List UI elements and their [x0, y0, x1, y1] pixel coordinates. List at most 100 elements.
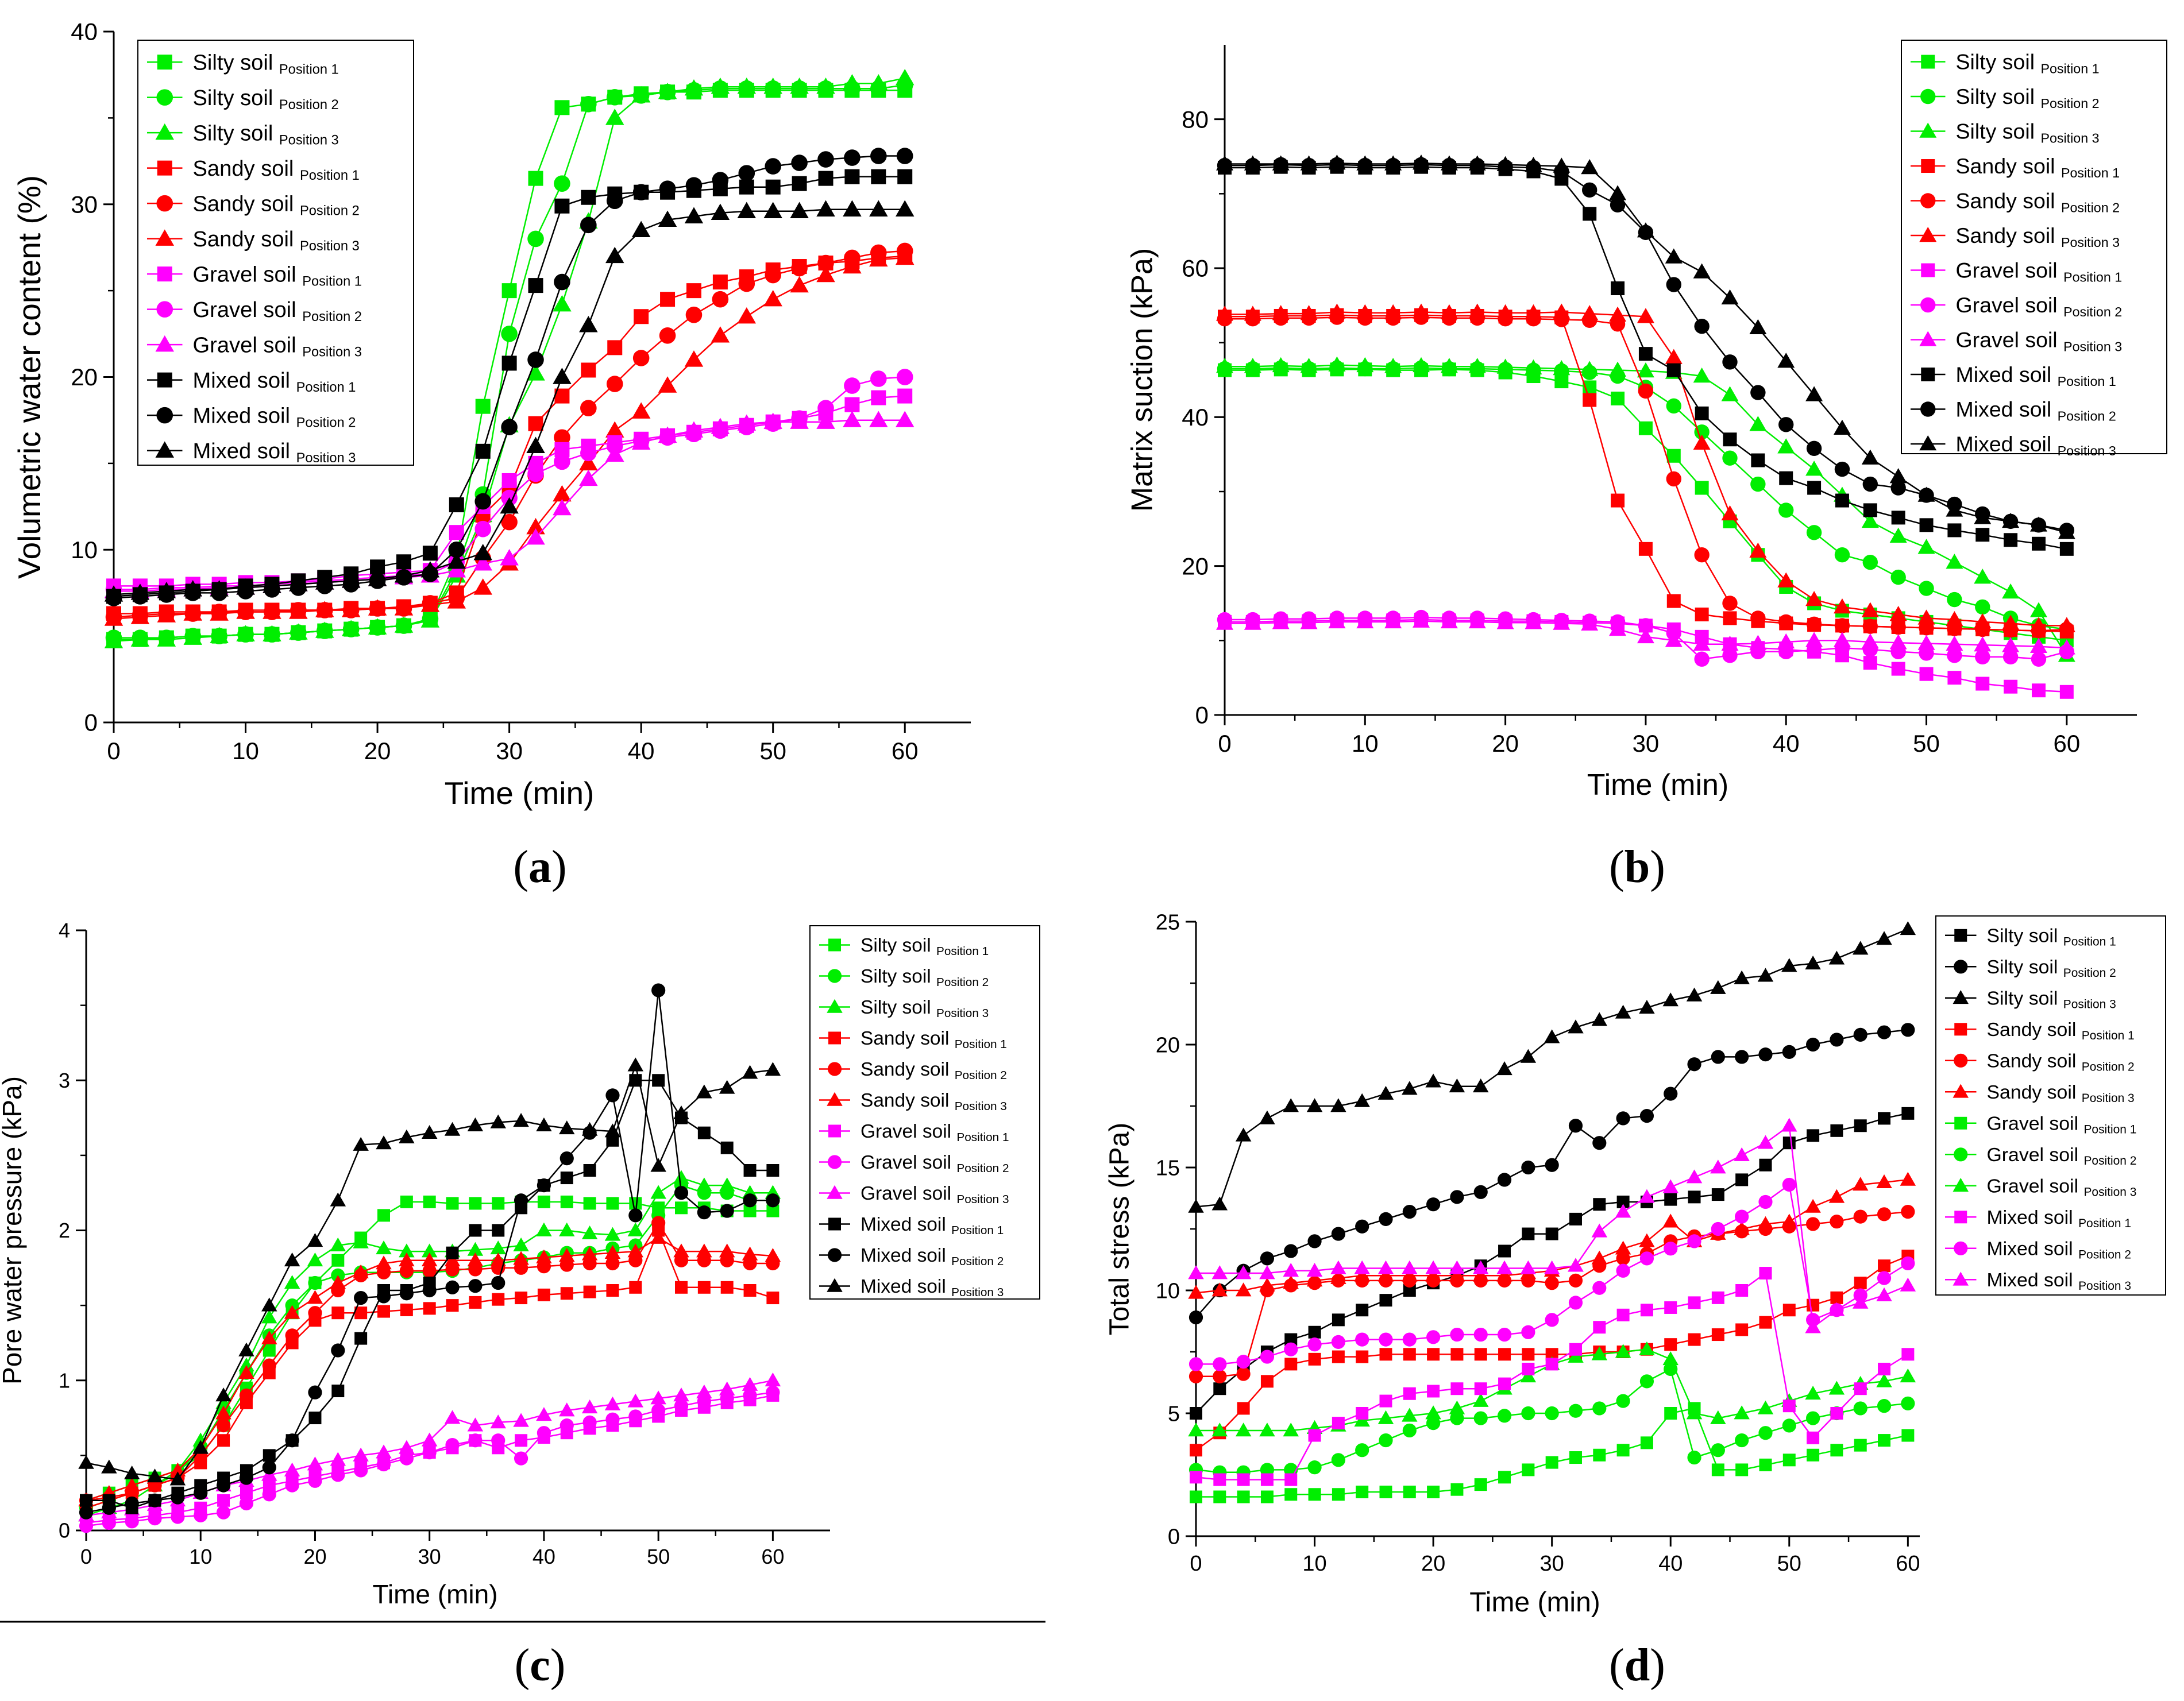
legend-box	[809, 925, 1040, 1300]
data-point	[1687, 1057, 1701, 1072]
data-point	[527, 465, 544, 482]
data-point	[399, 1286, 414, 1301]
data-point	[78, 1455, 94, 1469]
data-point	[1307, 1337, 1322, 1352]
data-point	[844, 149, 861, 166]
data-point	[239, 1471, 254, 1485]
data-point	[422, 1263, 437, 1278]
data-point	[1568, 1404, 1583, 1418]
data-point	[1283, 1263, 1299, 1277]
data-point	[1835, 493, 1849, 508]
data-point	[1759, 1158, 1772, 1172]
data-point	[261, 1309, 277, 1324]
data-point	[554, 100, 570, 115]
data-point	[1662, 1351, 1678, 1366]
data-point	[1833, 598, 1851, 614]
data-point	[685, 177, 703, 194]
data-point	[1735, 1284, 1749, 1297]
y-axis-label: Pore water pressure (kPa)	[0, 1076, 27, 1385]
legend-label: Mixed soil Position 2	[193, 403, 356, 430]
data-point	[353, 1234, 369, 1248]
data-point	[217, 1494, 230, 1507]
data-point	[580, 444, 597, 462]
legend-label: Sandy soil Position 2	[193, 191, 360, 218]
legend-marker	[827, 969, 842, 983]
data-point	[1805, 1199, 1821, 1213]
data-point	[285, 1478, 299, 1493]
data-point	[696, 1243, 712, 1258]
data-point	[1450, 1348, 1464, 1361]
data-point	[1568, 1296, 1583, 1310]
data-point	[673, 1105, 689, 1120]
series-12	[78, 1057, 781, 1486]
x-axis-label: Time (min)	[372, 1579, 497, 1609]
data-point	[1853, 1401, 1867, 1416]
data-point	[1807, 1129, 1820, 1142]
data-point	[148, 1493, 162, 1507]
data-point	[1609, 185, 1627, 200]
legend-marker	[827, 1278, 843, 1292]
data-point	[895, 68, 914, 86]
data-point	[1568, 1273, 1583, 1288]
data-point	[1637, 308, 1654, 323]
data-point	[492, 1224, 505, 1237]
data-point	[377, 1305, 390, 1318]
data-point	[2002, 649, 2019, 665]
data-point	[1777, 633, 1795, 649]
data-point	[1190, 1407, 1202, 1420]
data-point	[686, 283, 701, 299]
data-point	[674, 1186, 689, 1200]
legend-position: Position 2	[936, 976, 989, 989]
data-point	[1974, 569, 1992, 584]
data-point	[420, 611, 440, 628]
data-point	[1722, 648, 1738, 663]
data-point	[526, 528, 545, 545]
data-point	[650, 1230, 666, 1244]
data-point	[1782, 1418, 1796, 1433]
data-point	[1805, 1386, 1821, 1400]
data-point	[1356, 1407, 1369, 1420]
data-point	[627, 1243, 644, 1258]
data-point	[790, 77, 809, 94]
data-point	[1450, 1483, 1464, 1496]
data-point	[1569, 1212, 1582, 1226]
data-point	[650, 1390, 666, 1405]
data-point	[1593, 1448, 1606, 1462]
legend-label: Mixed soil Position 3	[193, 439, 356, 466]
data-point	[1917, 635, 1935, 650]
data-point	[1778, 417, 1794, 432]
data-point	[1854, 1277, 1867, 1290]
data-point	[1889, 634, 1907, 650]
data-point	[1272, 357, 1290, 373]
legend-soil-name: Mixed soil	[861, 1214, 951, 1235]
data-point	[2002, 512, 2020, 528]
data-point	[1331, 1453, 1345, 1467]
data-point	[743, 1204, 757, 1217]
data-point	[605, 109, 624, 125]
data-point	[1946, 611, 1963, 627]
legend-label: Gravel soil Position 2	[1956, 293, 2123, 319]
legend-marker	[156, 89, 173, 106]
data-point	[1525, 359, 1542, 375]
legend-soil-name: Sandy soil	[861, 1090, 955, 1111]
data-point	[765, 266, 781, 284]
legend-soil-name: Mixed soil	[193, 368, 296, 393]
legend-soil-name: Mixed soil	[1956, 432, 2058, 456]
data-point	[1615, 1344, 1631, 1358]
data-point	[697, 1205, 711, 1220]
data-point	[1757, 1400, 1774, 1414]
y-tick-label-20: 20	[1156, 1033, 1180, 1057]
data-point	[513, 1237, 529, 1251]
legend-soil-name: Gravel soil	[1987, 1144, 2084, 1166]
data-point	[1782, 1177, 1796, 1192]
data-point	[1403, 1348, 1416, 1361]
data-point	[712, 172, 729, 188]
data-point	[712, 275, 728, 290]
data-point	[791, 154, 808, 171]
data-point	[1189, 1357, 1203, 1371]
data-point	[1213, 1357, 1227, 1371]
data-point	[675, 1201, 688, 1215]
legend-position: Position 3	[956, 1193, 1009, 1206]
legend-position: Position 1	[955, 1038, 1007, 1051]
data-point	[1805, 632, 1823, 647]
